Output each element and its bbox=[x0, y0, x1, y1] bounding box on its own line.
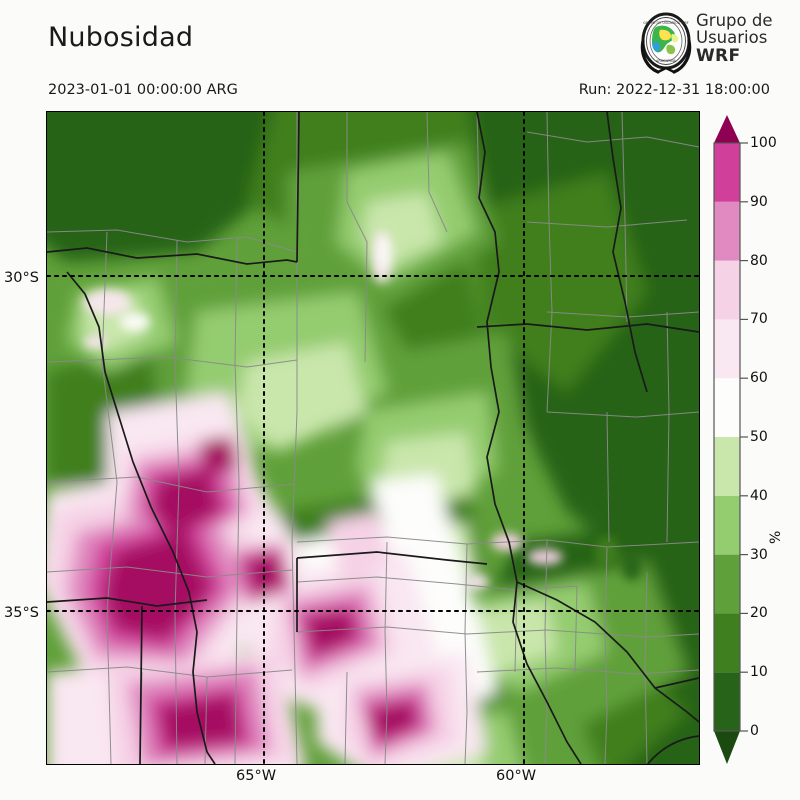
logo-line-1: Grupo de bbox=[696, 11, 773, 30]
brand-logo: GRUPO DE USUARIOS WRF ARGENTINA Grupo de… bbox=[638, 12, 798, 74]
colorbar-band bbox=[714, 201, 740, 261]
axis-label-lon-65w: 65°W bbox=[236, 768, 277, 784]
axis-label-lat-30s: 30°S bbox=[4, 270, 39, 286]
colorbar-tick-label: 100 bbox=[750, 135, 777, 151]
colorbar-tick-label: 90 bbox=[750, 193, 768, 210]
colorbar-under-arrow bbox=[714, 731, 740, 764]
axis-label-lon-60w: 60°W bbox=[496, 768, 537, 784]
colorbar-tick-label: 0 bbox=[750, 723, 759, 739]
colorbar-tick-label: 50 bbox=[750, 429, 768, 445]
colorbar-band bbox=[714, 495, 740, 555]
colorbar-tick-label: 70 bbox=[750, 311, 768, 328]
colorbar-over-arrow bbox=[714, 115, 740, 143]
svg-text:ARGENTINA: ARGENTINA bbox=[656, 59, 677, 63]
brand-logo-text: Grupo de Usuarios WRF bbox=[696, 12, 796, 65]
colorbar-band bbox=[714, 437, 740, 496]
colorbar-tick-label: 60 bbox=[750, 370, 768, 387]
page-title: Nubosidad bbox=[48, 22, 194, 53]
colorbar-tick-label: 80 bbox=[750, 252, 768, 269]
wrf-user-group-seal-icon: GRUPO DE USUARIOS WRF ARGENTINA bbox=[640, 12, 692, 74]
colorbar-band bbox=[714, 319, 740, 379]
logo-line-3: WRF bbox=[696, 45, 741, 66]
colorbar[interactable]: 0 10 20 30 40 50 60 70 80 90 100 % bbox=[704, 112, 800, 772]
colorbar-band bbox=[714, 260, 740, 320]
svg-text:GRUPO DE USUARIOS WRF: GRUPO DE USUARIOS WRF bbox=[643, 21, 688, 25]
cloud-cover-heatmap bbox=[47, 112, 699, 764]
valid-time-label: 2023-01-01 00:00:00 ARG bbox=[48, 82, 238, 98]
axis-label-lat-35s: 35°S bbox=[4, 605, 39, 621]
colorbar-tick-label: 40 bbox=[750, 487, 768, 504]
colorbar-tick-label: 20 bbox=[750, 605, 768, 622]
map-plot-area[interactable] bbox=[46, 111, 700, 765]
colorbar-band bbox=[714, 613, 740, 673]
colorbar-tick-label: 30 bbox=[750, 546, 768, 563]
colorbar-band bbox=[714, 378, 740, 437]
colorbar-band bbox=[714, 554, 740, 614]
colorbar-band bbox=[714, 672, 740, 731]
run-time-label: Run: 2022-12-31 18:00:00 bbox=[578, 82, 770, 98]
colorbar-gradient bbox=[713, 115, 748, 764]
logo-line-2: Usuarios bbox=[696, 28, 768, 48]
colorbar-tick-label: 10 bbox=[750, 664, 768, 681]
colorbar-band bbox=[714, 143, 740, 202]
colorbar-units-label: % bbox=[768, 530, 784, 544]
